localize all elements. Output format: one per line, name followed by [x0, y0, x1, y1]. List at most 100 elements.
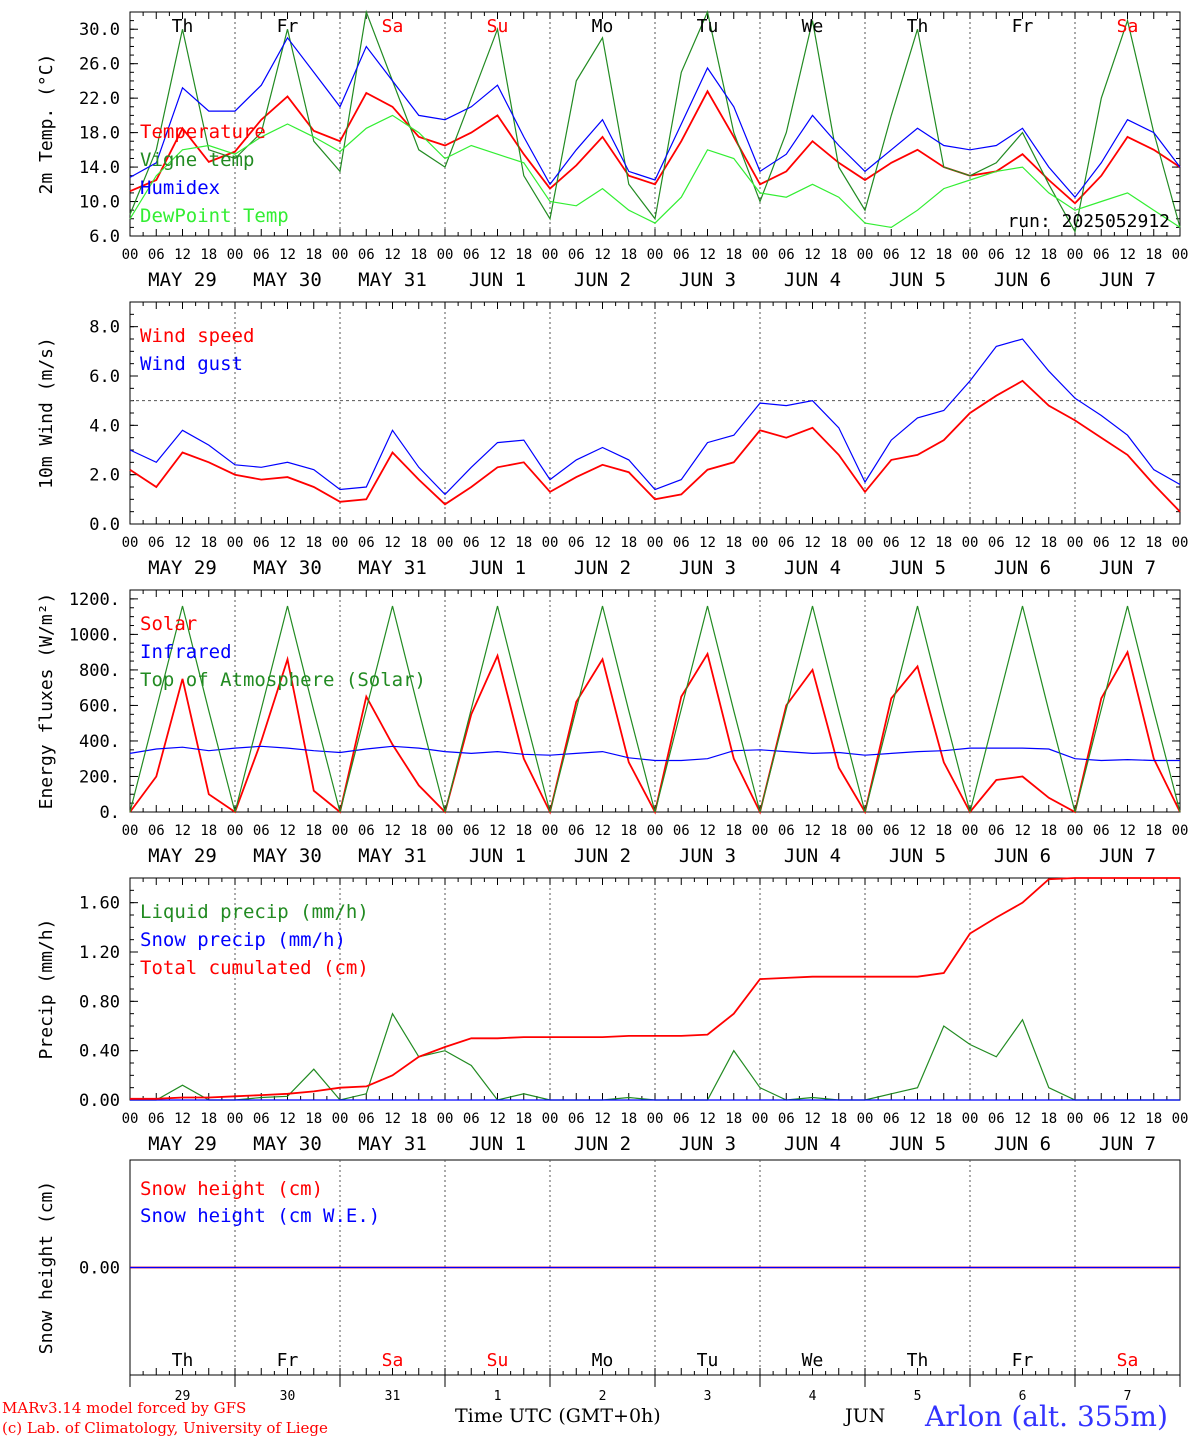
hour-tick-label: 00 [122, 1111, 139, 1127]
y-tick-label: 26.0 [79, 55, 120, 75]
day-name: Fr [1012, 1350, 1034, 1371]
day-number: 30 [280, 1389, 296, 1404]
hour-tick-label: 12 [804, 247, 821, 263]
hour-tick-label: 12 [1014, 535, 1031, 551]
legend-entry: Humidex [140, 177, 220, 199]
hour-tick-label: 00 [1067, 1111, 1084, 1127]
hour-tick-label: 00 [857, 1111, 874, 1127]
hour-tick-label: 12 [384, 823, 401, 839]
hour-tick-label: 06 [988, 1111, 1005, 1127]
day-number: 2 [599, 1389, 607, 1404]
hour-tick-label: 18 [515, 535, 532, 551]
hour-tick-label: 18 [725, 823, 742, 839]
hour-tick-label: 06 [988, 535, 1005, 551]
hour-tick-label: 00 [437, 535, 454, 551]
hour-tick-label: 00 [122, 535, 139, 551]
y-tick-label: 0.00 [79, 1091, 120, 1111]
day-name: Th [907, 1350, 929, 1371]
series-line-3 [129, 36, 1181, 199]
y-axis-label: Snow height (cm) [36, 1181, 57, 1354]
date-label: JUN 3 [679, 845, 736, 867]
hour-tick-label: 06 [778, 247, 795, 263]
hour-tick-label: 12 [699, 535, 716, 551]
hour-tick-label: 18 [305, 247, 322, 263]
date-label: MAY 30 [253, 269, 322, 291]
hour-tick-label: 06 [778, 823, 795, 839]
legend-entry: Infrared [140, 641, 232, 663]
hour-tick-label: 00 [542, 535, 559, 551]
hour-tick-label: 12 [489, 247, 506, 263]
y-tick-label: 4.0 [89, 416, 120, 436]
hour-tick-label: 06 [358, 247, 375, 263]
hour-tick-label: 12 [384, 247, 401, 263]
date-label: JUN 7 [1099, 269, 1156, 291]
legend-entry: DewPoint Temp [140, 205, 289, 227]
hour-tick-label: 06 [988, 247, 1005, 263]
hour-tick-label: 06 [148, 247, 165, 263]
hour-tick-label: 18 [200, 535, 217, 551]
date-label: MAY 31 [358, 1133, 427, 1155]
day-name: Th [172, 16, 194, 37]
date-label: JUN 7 [1099, 557, 1156, 579]
day-name: Tu [697, 16, 719, 37]
hour-tick-label: 18 [1040, 1111, 1057, 1127]
hour-tick-label: 12 [909, 247, 926, 263]
hour-tick-label: 06 [883, 535, 900, 551]
y-tick-label: 6.0 [89, 367, 120, 387]
hour-tick-label: 00 [752, 1111, 769, 1127]
date-label: JUN 6 [994, 557, 1051, 579]
date-label: MAY 29 [148, 557, 217, 579]
y-tick-label: 10.0 [79, 193, 120, 213]
hour-tick-label: 00 [962, 247, 979, 263]
hour-tick-label: 12 [279, 535, 296, 551]
date-label: JUN 4 [784, 845, 841, 867]
hour-tick-label: 06 [673, 1111, 690, 1127]
hour-tick-label: 12 [489, 823, 506, 839]
date-label: JUN 6 [994, 1133, 1051, 1155]
hour-tick-label: 00 [437, 1111, 454, 1127]
day-number: 6 [1019, 1389, 1027, 1404]
date-label: JUN 4 [784, 557, 841, 579]
hour-tick-label: 18 [830, 247, 847, 263]
series-line-1 [130, 1012, 1180, 1101]
hour-tick-label: 00 [122, 247, 139, 263]
hour-tick-label: 12 [804, 823, 821, 839]
hour-tick-label: 00 [1067, 535, 1084, 551]
hour-tick-label: 18 [305, 535, 322, 551]
hour-tick-label: 18 [305, 1111, 322, 1127]
day-name: Mo [592, 1350, 614, 1371]
hour-tick-label: 18 [515, 247, 532, 263]
series-line-3 [130, 877, 1180, 1100]
hour-tick-label: 18 [830, 823, 847, 839]
hour-tick-label: 18 [620, 535, 637, 551]
hour-tick-label: 06 [778, 1111, 795, 1127]
hour-tick-label: 00 [227, 247, 244, 263]
series-line-2 [129, 338, 1181, 496]
hour-tick-label: 12 [804, 535, 821, 551]
credit-line-1: MARv3.14 model forced by GFS [2, 1399, 247, 1417]
hour-tick-label: 18 [935, 535, 952, 551]
hour-tick-label: 12 [594, 823, 611, 839]
day-name: We [802, 1350, 824, 1371]
hour-tick-label: 00 [962, 823, 979, 839]
date-label: MAY 30 [253, 845, 322, 867]
y-tick-label: 6.0 [89, 227, 120, 247]
hour-tick-label: 12 [1119, 1111, 1136, 1127]
hour-tick-label: 00 [1172, 823, 1189, 839]
hour-tick-label: 00 [647, 823, 664, 839]
hour-tick-label: 12 [174, 1111, 191, 1127]
hour-tick-label: 12 [489, 1111, 506, 1127]
hour-tick-label: 18 [725, 535, 742, 551]
y-tick-label: 1200. [69, 590, 120, 610]
y-axis-label: 10m Wind (m/s) [36, 337, 57, 489]
hour-tick-label: 18 [830, 535, 847, 551]
hour-tick-label: 18 [935, 1111, 952, 1127]
y-tick-label: 200. [79, 767, 120, 787]
hour-tick-label: 18 [935, 247, 952, 263]
hour-tick-label: 12 [594, 247, 611, 263]
date-label: JUN 1 [469, 269, 526, 291]
hour-tick-label: 06 [358, 1111, 375, 1127]
date-label: MAY 29 [148, 269, 217, 291]
y-tick-label: 18.0 [79, 124, 120, 144]
legend-entry: Total cumulated (cm) [140, 957, 369, 979]
